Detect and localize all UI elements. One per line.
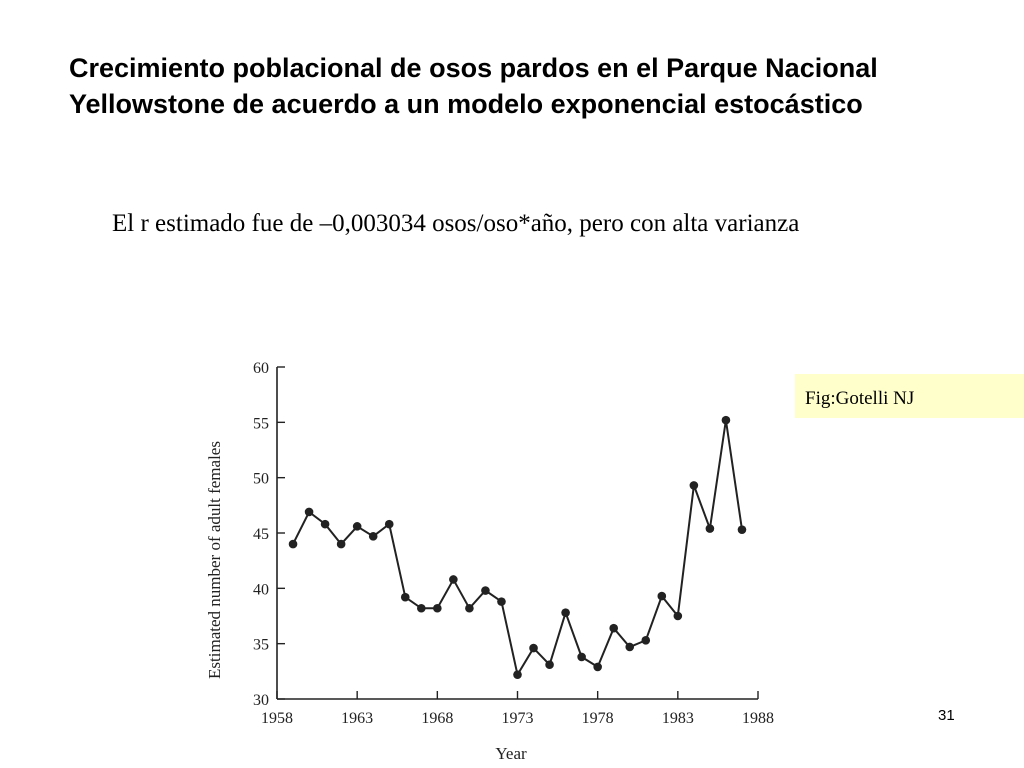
data-point — [673, 611, 683, 621]
data-point — [513, 670, 522, 679]
x-tick-label: 1973 — [502, 710, 534, 727]
x-tick-label: 1988 — [742, 710, 774, 727]
data-point — [449, 575, 458, 584]
data-point — [400, 592, 410, 602]
data-point — [384, 519, 394, 529]
x-tick-label: 1983 — [662, 710, 694, 727]
y-tick-label: 50 — [253, 471, 269, 488]
data-point — [433, 603, 442, 613]
data-point — [625, 642, 635, 652]
data-point — [288, 539, 298, 549]
data-point — [641, 636, 651, 645]
x-tick-label: 1963 — [341, 710, 373, 727]
data-point — [577, 652, 586, 662]
data-point — [481, 586, 490, 595]
data-point — [417, 603, 426, 613]
slide-subtitle: El r estimado fue de –0,003034 osos/oso*… — [112, 210, 800, 237]
data-point — [352, 522, 362, 531]
y-tick-label: 35 — [253, 637, 269, 654]
x-axis-label: Year — [495, 744, 527, 763]
data-point — [561, 608, 570, 617]
slide-title: Crecimiento poblacional de osos pardos e… — [69, 53, 878, 119]
slide-number: 31 — [938, 707, 955, 724]
data-point — [705, 524, 715, 533]
y-tick-label: 60 — [253, 360, 269, 377]
chart-series — [288, 415, 747, 679]
data-point — [593, 662, 602, 672]
data-point — [689, 481, 699, 490]
data-point — [529, 643, 538, 653]
y-axis-label: Estimated number of adult females — [205, 441, 224, 679]
x-tick-label: 1978 — [582, 710, 614, 727]
series-line — [292, 419, 743, 678]
y-tick-label: 55 — [253, 415, 269, 432]
data-point — [657, 591, 667, 601]
data-point — [721, 415, 731, 425]
y-tick-label: 45 — [253, 526, 269, 543]
y-tick-label: 40 — [253, 581, 269, 598]
population-chart: 30 35 40 45 50 55 60 1958 1963 1968 1973 1978 1983 19… — [205, 360, 774, 763]
data-point — [336, 539, 346, 549]
data-point — [737, 525, 747, 534]
data-point — [304, 507, 314, 517]
figure-credit: Fig:Gotelli NJ — [795, 374, 1024, 418]
data-point — [320, 519, 330, 529]
data-point — [368, 532, 378, 541]
chart-axes — [276, 367, 758, 700]
y-tick-label: 30 — [253, 692, 269, 709]
chart-ticks: 30 35 40 45 50 55 60 1958 1963 1968 1973 1978 1983 19… — [253, 360, 774, 727]
x-tick-label: 1968 — [421, 710, 453, 727]
data-point — [497, 597, 506, 606]
data-point — [465, 603, 474, 613]
data-point — [545, 660, 554, 669]
x-tick-label: 1958 — [261, 710, 293, 727]
data-point — [609, 623, 618, 633]
